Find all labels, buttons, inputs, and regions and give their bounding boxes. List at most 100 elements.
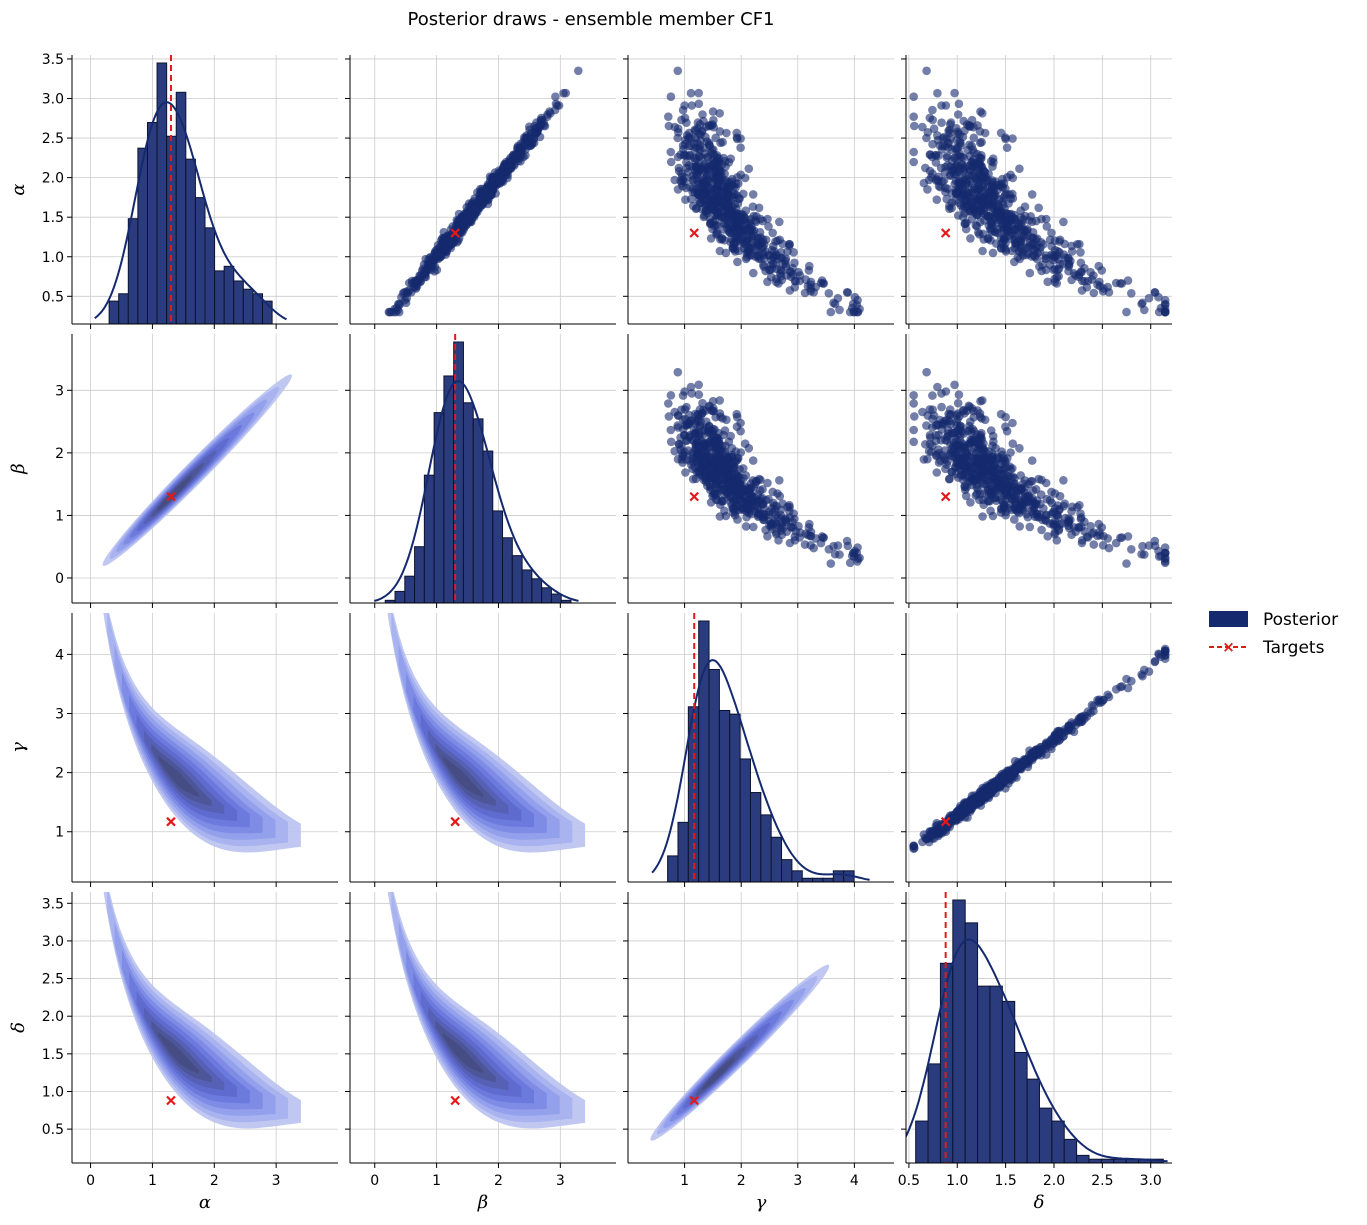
kde-level (391, 892, 573, 1123)
scatter-point (682, 435, 691, 445)
scatter-point (996, 128, 1006, 138)
histogram-β (384, 341, 572, 603)
scatter-point (923, 411, 933, 420)
y-tick-label: 0.5 (42, 289, 64, 305)
scatter-point (989, 461, 998, 471)
scatter-point (952, 124, 961, 133)
scatter-point (1020, 202, 1030, 211)
scatter-point (931, 150, 941, 160)
scatter-point (989, 782, 998, 792)
scatter-point (750, 506, 760, 516)
scatter-point (1036, 238, 1046, 247)
grid (906, 613, 1172, 882)
hist-bar (1113, 1158, 1127, 1163)
scatter-point (736, 418, 745, 428)
kde-level (435, 1020, 496, 1083)
scatter-point (691, 126, 700, 136)
scatter-point (687, 101, 697, 110)
scatter-point (909, 391, 918, 400)
hist-bar (760, 814, 772, 882)
scatter-point (804, 523, 814, 532)
scatter-point (749, 522, 758, 532)
hist-bar (964, 922, 979, 1163)
scatter-point (706, 463, 715, 472)
panel-r2-c1 (345, 613, 616, 887)
scatter-point (850, 552, 859, 561)
scatter-point (726, 222, 735, 231)
scatter-point (551, 92, 560, 101)
scatter-point (1089, 528, 1098, 537)
scatter-point (1041, 214, 1051, 224)
scatter-point (678, 458, 687, 467)
scatter-point (953, 398, 963, 408)
scatter-point (763, 277, 772, 287)
legend-posterior-label: Posterior (1263, 610, 1338, 630)
scatter-point (978, 512, 987, 521)
x-tick-label: 3.0 (1140, 1173, 1162, 1189)
hist-bar (739, 758, 751, 882)
scatter-point (923, 128, 933, 137)
scatter-point (922, 66, 931, 76)
scatter-point (1111, 538, 1121, 548)
hist-bar (812, 877, 824, 882)
scatter-point (1034, 474, 1043, 484)
scatter-point (715, 127, 725, 136)
scatter-point (1042, 494, 1052, 504)
x-tick-label: 0 (370, 1173, 379, 1189)
scatter-point (684, 141, 693, 151)
scatter-point (1111, 685, 1121, 694)
scatter-point (909, 437, 918, 447)
kde-level (107, 892, 289, 1123)
scatter-point (462, 209, 472, 219)
scatter-point (748, 456, 758, 465)
x-tick-label: 2 (210, 1173, 219, 1189)
x-tick-label: 2.5 (1091, 1173, 1113, 1189)
scatter-point (1059, 476, 1068, 485)
scatter-point (718, 137, 727, 147)
scatter-point (973, 121, 982, 130)
scatter-point (835, 305, 844, 315)
y-tick-label: 1.0 (42, 1084, 64, 1100)
kde-curve-δ (906, 938, 1168, 1163)
scatter-point (1042, 739, 1052, 749)
hist-bar (770, 836, 783, 882)
scatter-point (950, 88, 959, 98)
scatter-point (1028, 228, 1038, 237)
scatter-point (1089, 706, 1098, 716)
grid (350, 55, 616, 324)
scatter-point (950, 179, 960, 189)
kde-level (151, 743, 212, 807)
scatter-point (708, 472, 717, 482)
scatter-point (785, 502, 794, 512)
scatter-point (929, 124, 939, 133)
kde-level (398, 921, 560, 1116)
scatter-point (732, 204, 741, 214)
scatter-point (1160, 307, 1170, 317)
scatter-point (719, 153, 728, 163)
scatter-point (713, 186, 722, 196)
panel-r0-c2 (623, 55, 894, 329)
kde-curve-γ (651, 659, 870, 881)
scatter-point (1089, 540, 1099, 549)
y-tick-label: 1.5 (42, 210, 64, 226)
scatter-point (937, 402, 946, 412)
scatter-point (966, 417, 975, 427)
scatter-point (666, 92, 676, 101)
scatter-point (678, 425, 688, 434)
scatter-point (931, 158, 941, 167)
panel-r3-c1: 0 1 2 3 β (345, 892, 616, 1213)
scatter-point (694, 390, 704, 400)
scatter-point (910, 412, 919, 421)
scatter-point (1026, 477, 1035, 486)
scatter-point (1005, 462, 1014, 471)
scatter-point (1150, 657, 1160, 667)
scatter-point (684, 418, 693, 427)
scatter-point (685, 150, 694, 160)
scatter-point (1049, 508, 1059, 518)
scatter-point (702, 417, 711, 427)
kde-level (702, 1057, 735, 1090)
x-tick-label: 2.0 (1043, 1173, 1065, 1189)
scatter-point (742, 503, 752, 513)
scatter-point (717, 466, 726, 475)
